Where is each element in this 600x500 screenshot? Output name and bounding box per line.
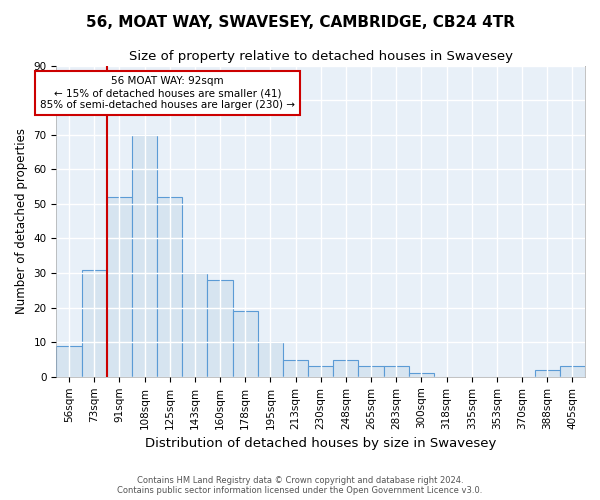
- Bar: [560, 366, 585, 377]
- Bar: [535, 370, 560, 377]
- Bar: [258, 342, 283, 377]
- Bar: [409, 374, 434, 377]
- Bar: [333, 360, 358, 377]
- Bar: [56, 346, 82, 377]
- Text: 56 MOAT WAY: 92sqm
← 15% of detached houses are smaller (41)
85% of semi-detache: 56 MOAT WAY: 92sqm ← 15% of detached hou…: [40, 76, 295, 110]
- Bar: [182, 273, 208, 377]
- Bar: [358, 366, 383, 377]
- Bar: [383, 366, 409, 377]
- Y-axis label: Number of detached properties: Number of detached properties: [15, 128, 28, 314]
- Title: Size of property relative to detached houses in Swavesey: Size of property relative to detached ho…: [129, 50, 513, 63]
- Text: Contains HM Land Registry data © Crown copyright and database right 2024.
Contai: Contains HM Land Registry data © Crown c…: [118, 476, 482, 495]
- Bar: [283, 360, 308, 377]
- X-axis label: Distribution of detached houses by size in Swavesey: Distribution of detached houses by size …: [145, 437, 496, 450]
- Bar: [132, 134, 157, 377]
- Bar: [82, 270, 107, 377]
- Bar: [233, 311, 258, 377]
- Text: 56, MOAT WAY, SWAVESEY, CAMBRIDGE, CB24 4TR: 56, MOAT WAY, SWAVESEY, CAMBRIDGE, CB24 …: [86, 15, 515, 30]
- Bar: [107, 197, 132, 377]
- Bar: [308, 366, 333, 377]
- Bar: [208, 280, 233, 377]
- Bar: [157, 197, 182, 377]
